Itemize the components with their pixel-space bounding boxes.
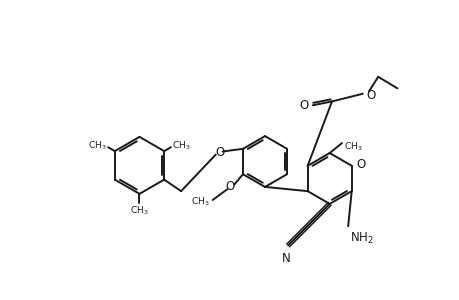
Text: NH$_2$: NH$_2$ xyxy=(349,231,373,246)
Text: N: N xyxy=(281,252,290,265)
Text: O: O xyxy=(366,89,375,102)
Text: CH$_3$: CH$_3$ xyxy=(343,141,361,153)
Text: CH$_3$: CH$_3$ xyxy=(190,195,209,208)
Text: CH$_3$: CH$_3$ xyxy=(172,140,190,152)
Text: O: O xyxy=(356,158,365,172)
Text: O: O xyxy=(225,180,235,194)
Text: CH$_3$: CH$_3$ xyxy=(88,140,106,152)
Text: CH$_3$: CH$_3$ xyxy=(130,205,149,217)
Text: O: O xyxy=(298,99,308,112)
Text: O: O xyxy=(214,146,224,159)
